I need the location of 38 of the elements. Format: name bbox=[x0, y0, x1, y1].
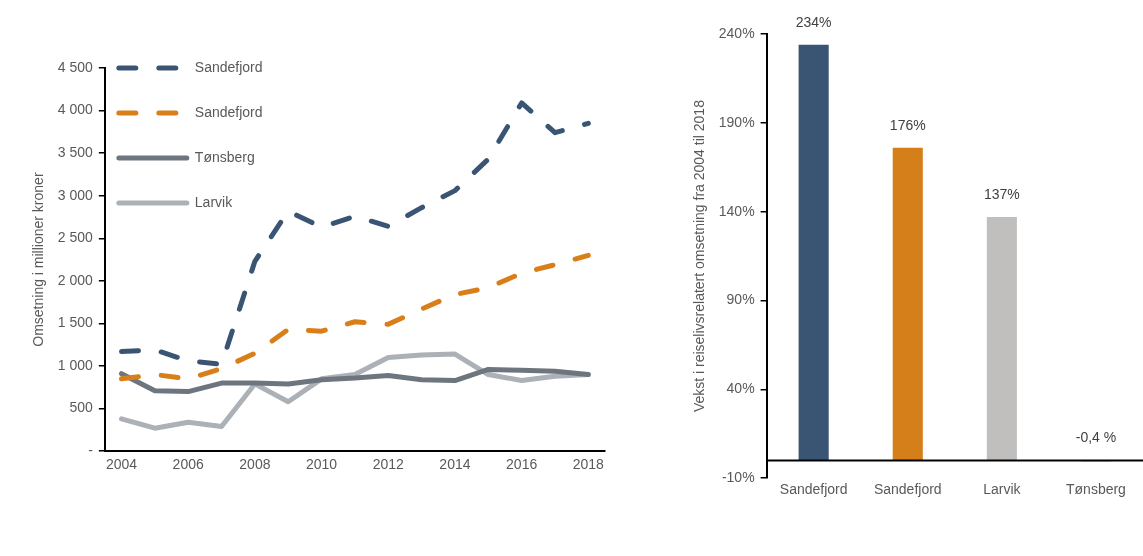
data-label: 137% bbox=[983, 185, 1020, 202]
x-tick-label: 2018 bbox=[572, 456, 605, 473]
y-tick-label: -10% bbox=[721, 469, 755, 486]
y-tick-label: 4 500 bbox=[57, 58, 94, 75]
y-tick-label: 1 000 bbox=[57, 356, 94, 373]
y-tick-label: 240% bbox=[718, 24, 755, 41]
x-tick-label: Sandefjord bbox=[873, 481, 942, 498]
legend-label: Sandefjord bbox=[194, 58, 263, 75]
legend-label: Larvik bbox=[194, 193, 234, 210]
x-tick-label: 2016 bbox=[506, 456, 538, 473]
data-label: -0,4 % bbox=[1075, 429, 1117, 446]
y-tick-label: 40% bbox=[726, 380, 755, 397]
legend-label: Sandefjord bbox=[194, 103, 263, 120]
y-axis-title: Vekst i reiselivsrelatert omsetning fra 2004 til 2018 bbox=[691, 99, 708, 413]
data-label: 176% bbox=[889, 116, 926, 133]
data-label: 234% bbox=[795, 13, 832, 30]
y-tick-label: 140% bbox=[718, 202, 755, 219]
x-tick-label: Larvik bbox=[983, 481, 1022, 498]
x-tick-label: 2012 bbox=[372, 456, 405, 473]
y-tick-label: 190% bbox=[718, 113, 755, 130]
x-tick-label: Sandefjord bbox=[779, 481, 848, 498]
y-tick-label: 500 bbox=[69, 399, 94, 416]
y-tick-label: 2 500 bbox=[57, 229, 94, 246]
x-tick-label: 2006 bbox=[172, 456, 204, 473]
x-tick-label: 2004 bbox=[105, 456, 138, 473]
y-tick-label: - bbox=[88, 442, 94, 459]
x-tick-label: 2014 bbox=[439, 456, 471, 473]
y-tick-label: 4 000 bbox=[57, 101, 94, 118]
y-tick-label: 3 500 bbox=[57, 144, 94, 161]
y-tick-label: 90% bbox=[726, 291, 755, 308]
x-tick-label: Tønsberg bbox=[1065, 481, 1126, 498]
y-tick-label: 1 500 bbox=[57, 314, 94, 331]
x-tick-label: 2010 bbox=[305, 456, 338, 473]
x-tick-label: 2008 bbox=[239, 456, 271, 473]
y-axis-title: Omsetning i millioner kroner bbox=[30, 172, 47, 347]
y-tick-label: 3 000 bbox=[57, 186, 94, 203]
legend-label: Tønsberg bbox=[194, 148, 255, 165]
y-tick-label: 2 000 bbox=[57, 271, 94, 288]
